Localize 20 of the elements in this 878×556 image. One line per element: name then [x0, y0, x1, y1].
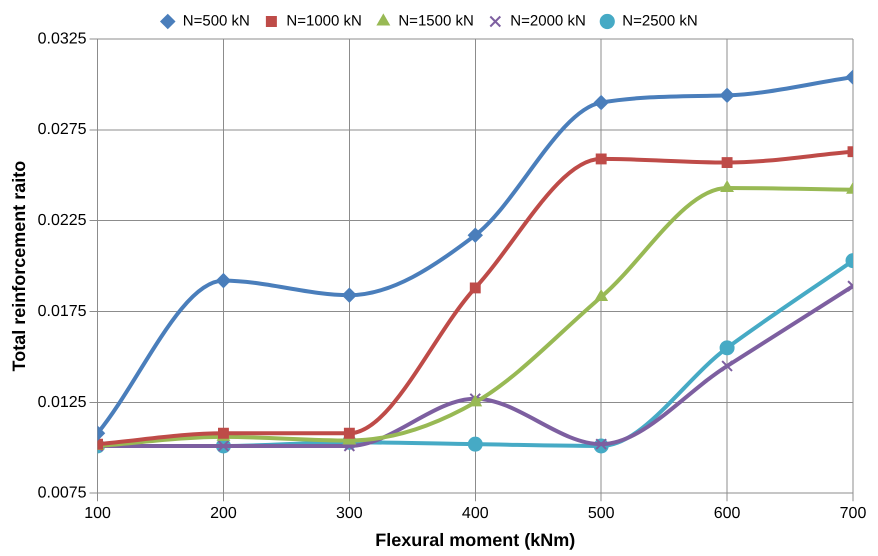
legend-label: N=1500 kN — [398, 12, 474, 30]
legend-label: N=1000 kN — [286, 12, 362, 30]
legend-label: N=2500 kN — [622, 12, 698, 30]
y-tick-label: 0.0175 — [38, 302, 87, 320]
x-tick-label: 300 — [336, 505, 363, 522]
legend-label: N=2000 kN — [510, 12, 586, 30]
y-tick-label: 0.0275 — [38, 121, 87, 138]
y-tick-label: 0.0075 — [38, 484, 87, 502]
x-tick-label: 200 — [210, 505, 237, 522]
y-tick-label: 0.0125 — [38, 394, 87, 411]
x-tick-label: 400 — [462, 505, 489, 522]
x-tick-label: 600 — [714, 505, 741, 522]
x-tick-label: 500 — [588, 505, 615, 522]
y-axis-title: Total reinforcement raito — [8, 160, 29, 372]
x-tick-label: 700 — [840, 505, 866, 522]
x-axis-title: Flexural moment (kNm) — [375, 530, 576, 550]
x-tick-label: 100 — [84, 505, 111, 522]
y-tick-label: 0.0225 — [38, 212, 87, 230]
y-tick-label: 0.0325 — [38, 30, 87, 48]
legend-label: N=500 kN — [182, 12, 250, 30]
